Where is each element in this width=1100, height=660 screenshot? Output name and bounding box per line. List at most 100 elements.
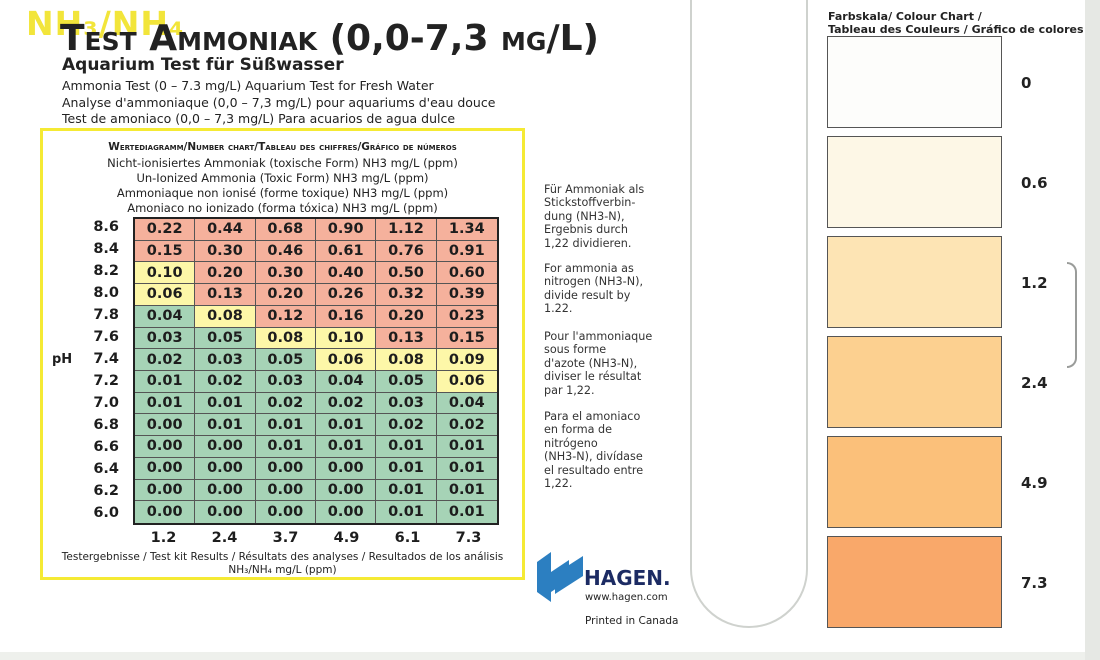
table-cell: 0.01	[376, 457, 437, 480]
table-cell: 0.44	[195, 219, 256, 241]
result-col-label: 4.9	[333, 530, 360, 546]
colour-swatch	[827, 236, 1002, 328]
ammonia-table: 0.22 0.44 0.68 0.90 1.12 1.34 0.15 0.30 0.46 0.61…	[133, 217, 499, 525]
table-cell: 0.00	[255, 501, 316, 523]
ph-row-label: 7.8	[93, 307, 119, 323]
table-cell: 0.00	[135, 414, 196, 437]
table-cell: 0.76	[376, 240, 437, 263]
table-cell: 0.01	[135, 370, 196, 393]
ph-row-label: 6.4	[93, 461, 119, 477]
table-cell: 0.03	[195, 349, 256, 371]
ph-row-label: 8.4	[93, 241, 119, 257]
ph-row-label: 8.2	[93, 263, 119, 279]
table-cell: 0.01	[255, 414, 316, 437]
colour-chart-title: Farbskala/ Colour Chart /	[828, 10, 982, 23]
table-cell: 0.06	[315, 349, 377, 371]
table-cell: 0.03	[135, 327, 196, 350]
subtitle: Aquarium Test für Süßwasser	[62, 55, 344, 75]
table-cell: 0.40	[315, 262, 377, 285]
table-cell: 0.01	[315, 414, 377, 437]
table-cell: 0.00	[255, 457, 316, 480]
brand-url: www.hagen.com	[585, 592, 668, 603]
table-cell: 0.02	[315, 392, 377, 415]
table-cell: 0.02	[135, 349, 196, 371]
ph-row-label: 7.2	[93, 373, 119, 389]
table-cell: 0.01	[195, 392, 256, 415]
hagen-logo-icon	[537, 552, 583, 602]
clip-icon	[1067, 262, 1077, 368]
ph-row-label: 6.6	[93, 439, 119, 455]
table-cell: 0.01	[436, 501, 497, 523]
table-cell: 0.13	[195, 284, 256, 306]
table-cell: 0.04	[315, 370, 377, 393]
table-cell: 0.30	[195, 240, 256, 263]
table-cell: 0.00	[195, 479, 256, 502]
chart-desc-fr: Ammoniaque non ionisé (forme toxique) NH…	[116, 186, 449, 200]
title-line-es: Test de amoniaco (0,0 – 7,3 mg/L) Para a…	[62, 111, 456, 126]
ph-axis-label: pH	[52, 352, 73, 367]
table-cell: 0.13	[376, 327, 437, 350]
table-cell: 0.01	[255, 436, 316, 458]
brand-name: HAGEN.	[584, 566, 671, 590]
title-line-en: Ammonia Test (0 – 7.3 mg/L) Aquarium Tes…	[62, 78, 434, 93]
table-cell: 0.08	[376, 349, 437, 371]
table-cell: 0.20	[195, 262, 256, 285]
table-cell: 0.00	[135, 501, 196, 523]
table-cell: 0.05	[255, 349, 316, 371]
card-edge	[1085, 0, 1100, 660]
table-cell: 0.16	[315, 305, 377, 328]
printed-in: Printed in Canada	[585, 615, 679, 627]
table-cell: 0.22	[135, 219, 196, 241]
ph-row-label: 6.2	[93, 483, 119, 499]
colour-chart-subtitle: Tableau des Couleurs / Gráfico de colore…	[828, 23, 1084, 36]
test-tube-window	[690, 0, 808, 628]
table-cell: 0.20	[376, 305, 437, 328]
table-cell: 0.01	[436, 436, 497, 458]
table-cell: 0.02	[376, 414, 437, 437]
table-cell: 0.05	[376, 370, 437, 393]
table-cell: 0.20	[255, 284, 316, 306]
ph-row-label: 7.0	[93, 395, 119, 411]
table-cell: 0.01	[436, 457, 497, 480]
chart-footer: Testergebnisse / Test kit Results / Résu…	[61, 551, 504, 563]
ph-row-label: 6.8	[93, 417, 119, 433]
note-en: For ammonia as nitrogen (NH3-N), divide …	[544, 262, 644, 316]
colour-swatch-label: 1.2	[1021, 274, 1048, 292]
table-cell: 0.12	[255, 305, 316, 328]
table-cell: 0.00	[135, 457, 196, 480]
note-es: Para el amoniaco en forma de nitrógeno (…	[544, 410, 644, 491]
colour-swatch-label: 4.9	[1021, 474, 1048, 492]
table-cell: 0.01	[376, 501, 437, 523]
table-cell: 0.00	[135, 436, 196, 458]
table-cell: 0.26	[315, 284, 377, 306]
result-col-label: 7.3	[455, 530, 482, 546]
note-fr: Pour l'ammoniaque sous forme d'azote (NH…	[544, 330, 653, 397]
table-cell: 0.00	[315, 501, 377, 523]
page-title: Test Ammoniak (0,0-7,3 mg/L)	[60, 18, 599, 59]
table-cell: 0.08	[255, 327, 316, 350]
table-cell: 0.09	[436, 349, 497, 371]
table-cell: 0.23	[436, 305, 497, 328]
table-cell: 0.15	[436, 327, 497, 350]
result-col-label: 6.1	[394, 530, 421, 546]
chart-footer-unit: NH₃/NH₄ mg/L (ppm)	[228, 564, 337, 576]
table-cell: 0.32	[376, 284, 437, 306]
colour-swatch-label: 2.4	[1021, 374, 1048, 392]
table-cell: 0.03	[255, 370, 316, 393]
colour-swatch	[827, 336, 1002, 428]
table-cell: 0.00	[255, 479, 316, 502]
table-cell: 0.02	[195, 370, 256, 393]
number-chart-panel: Wertediagramm/Number chart/Tableau des c…	[40, 128, 525, 580]
colour-swatch-label: 0	[1021, 74, 1032, 92]
table-cell: 0.50	[376, 262, 437, 285]
chart-desc-de: Nicht-ionisiertes Ammoniak (toxische For…	[107, 156, 458, 170]
table-cell: 0.30	[255, 262, 316, 285]
table-cell: 0.01	[376, 479, 437, 502]
table-cell: 0.01	[376, 436, 437, 458]
result-col-label: 2.4	[211, 530, 238, 546]
result-col-label: 1.2	[150, 530, 177, 546]
chart-desc-es: Amoniaco no ionizado (forma tóxica) NH3 …	[127, 201, 438, 215]
colour-swatch-label: 7.3	[1021, 574, 1048, 592]
table-cell: 0.00	[315, 457, 377, 480]
table-cell: 0.02	[436, 414, 497, 437]
